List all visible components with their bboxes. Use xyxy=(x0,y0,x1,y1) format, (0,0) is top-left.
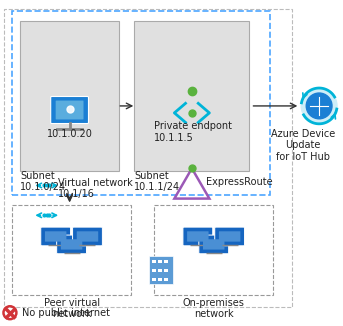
Text: Private endpont: Private endpont xyxy=(154,121,232,131)
FancyBboxPatch shape xyxy=(41,227,71,246)
Text: 10.1.0.20: 10.1.0.20 xyxy=(47,129,93,139)
FancyBboxPatch shape xyxy=(219,231,240,242)
FancyBboxPatch shape xyxy=(57,235,86,254)
FancyBboxPatch shape xyxy=(199,235,229,254)
Text: Subnet
10.1.1/24: Subnet 10.1.1/24 xyxy=(134,170,180,192)
Bar xyxy=(164,269,168,272)
Bar xyxy=(4,8,292,307)
FancyBboxPatch shape xyxy=(77,231,98,242)
FancyBboxPatch shape xyxy=(61,239,82,250)
Bar xyxy=(12,11,270,195)
Bar xyxy=(134,22,249,170)
Text: ExpressRoute: ExpressRoute xyxy=(206,177,272,187)
FancyBboxPatch shape xyxy=(45,231,67,242)
FancyBboxPatch shape xyxy=(183,227,213,246)
FancyBboxPatch shape xyxy=(203,239,224,250)
Bar xyxy=(152,260,156,263)
FancyBboxPatch shape xyxy=(215,227,245,246)
FancyBboxPatch shape xyxy=(73,227,103,246)
Text: Peer virtual
network: Peer virtual network xyxy=(44,298,99,319)
Bar xyxy=(158,278,162,281)
Bar xyxy=(12,205,131,295)
FancyBboxPatch shape xyxy=(187,231,209,242)
Bar xyxy=(20,22,119,170)
FancyBboxPatch shape xyxy=(56,100,83,119)
Circle shape xyxy=(301,88,337,124)
Bar xyxy=(164,278,168,281)
Text: Virtual network
10.1/16: Virtual network 10.1/16 xyxy=(58,178,132,199)
Text: Azure Device
Update
for IoT Hub: Azure Device Update for IoT Hub xyxy=(271,129,335,162)
Bar xyxy=(158,269,162,272)
Circle shape xyxy=(306,93,332,119)
Bar xyxy=(149,256,173,284)
Text: Subnet
10.1.0/24: Subnet 10.1.0/24 xyxy=(20,170,66,192)
Text: On-premises
network: On-premises network xyxy=(183,298,245,319)
Text: 10.1.1.5: 10.1.1.5 xyxy=(154,133,194,143)
Bar xyxy=(152,278,156,281)
FancyBboxPatch shape xyxy=(51,96,88,124)
Bar xyxy=(164,260,168,263)
Bar xyxy=(158,260,162,263)
Bar xyxy=(154,205,273,295)
Bar xyxy=(152,269,156,272)
Text: No public internet: No public internet xyxy=(22,308,110,318)
